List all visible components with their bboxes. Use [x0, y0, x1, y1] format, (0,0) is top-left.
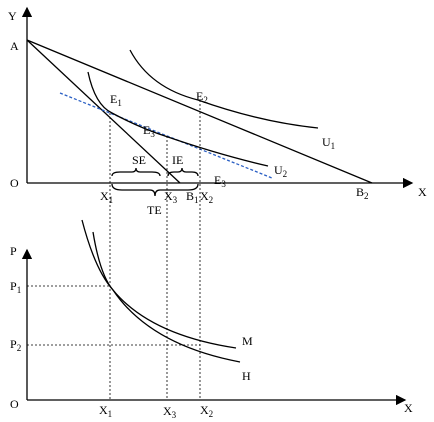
label-main: X: [164, 189, 173, 203]
label-main: E: [214, 173, 221, 187]
label-main: M: [242, 334, 253, 348]
label: TE: [147, 203, 162, 217]
label-sub: 2: [364, 191, 369, 201]
label-main: Y: [8, 9, 17, 23]
label-sub: 1: [109, 195, 114, 205]
label-sub: 1: [108, 409, 113, 419]
label: U1: [322, 135, 335, 151]
label-sub: 1: [117, 98, 122, 108]
label: O: [10, 397, 19, 411]
label-sub: 2: [283, 169, 288, 179]
label-main: P: [10, 279, 17, 293]
label-sub: 2: [209, 195, 214, 205]
label-main: B: [186, 189, 194, 203]
label: E1: [110, 92, 122, 108]
label-sub: 3: [172, 410, 177, 420]
label-main: O: [10, 397, 19, 411]
label: X1: [99, 403, 112, 419]
label: B1: [186, 189, 199, 205]
label: P2: [10, 337, 21, 353]
indifference-curve: [87, 71, 269, 167]
label-main: X: [200, 403, 209, 417]
label: P1: [10, 279, 21, 295]
label: SE: [132, 153, 146, 167]
budget-line: [26, 39, 181, 184]
label-main: U: [322, 135, 331, 149]
label-main: X: [404, 401, 413, 415]
label: A: [10, 39, 19, 53]
label: E3: [214, 173, 226, 189]
label-main: X: [163, 404, 172, 418]
label: O: [10, 176, 19, 190]
label-main: TE: [147, 203, 162, 217]
demand-curve: [92, 231, 237, 349]
label-main: SE: [132, 153, 146, 167]
label: X3: [163, 404, 177, 420]
label-main: E: [143, 123, 150, 137]
budget-line: [26, 39, 373, 184]
label-main: E: [110, 92, 117, 106]
label: M: [242, 334, 253, 348]
label-main: H: [242, 369, 251, 383]
label-main: B: [356, 185, 364, 199]
label: X2: [200, 403, 213, 419]
indifference-curve: [129, 49, 319, 129]
brace: [111, 183, 199, 197]
label: E2: [196, 89, 208, 105]
label-sub: 2: [17, 343, 22, 353]
label-main: A: [10, 39, 19, 53]
label-main: X: [418, 185, 427, 199]
top-panel: [21, 6, 414, 400]
label: X1: [100, 189, 113, 205]
label-sub: 3: [150, 129, 155, 139]
label-main: P: [10, 244, 17, 258]
label: X: [404, 401, 413, 415]
bottom-panel: [21, 219, 407, 406]
label-sub: 3: [221, 179, 226, 189]
brace: [111, 167, 161, 177]
label: B2: [356, 185, 369, 201]
label-sub: 3: [173, 195, 178, 205]
demand-curve: [81, 219, 241, 363]
label: IE: [172, 153, 183, 167]
label-sub: 2: [209, 409, 214, 419]
label-main: X: [99, 403, 108, 417]
label: X3: [164, 189, 178, 205]
compensated-budget-line: [59, 92, 273, 179]
label-main: E: [196, 89, 203, 103]
label-main: X: [200, 189, 209, 203]
label: U2: [274, 163, 287, 179]
label: E3: [143, 123, 155, 139]
label-sub: 1: [194, 195, 199, 205]
label-sub: 1: [331, 141, 336, 151]
label: X: [418, 185, 427, 199]
label: H: [242, 369, 251, 383]
label-main: X: [100, 189, 109, 203]
label-sub: 2: [203, 95, 208, 105]
brace: [167, 167, 199, 177]
label: X2: [200, 189, 213, 205]
label-main: U: [274, 163, 283, 177]
label-sub: 1: [17, 285, 22, 295]
label-main: P: [10, 337, 17, 351]
label-main: IE: [172, 153, 183, 167]
label-main: O: [10, 176, 19, 190]
label: Y: [8, 9, 17, 23]
label: P: [10, 244, 17, 258]
